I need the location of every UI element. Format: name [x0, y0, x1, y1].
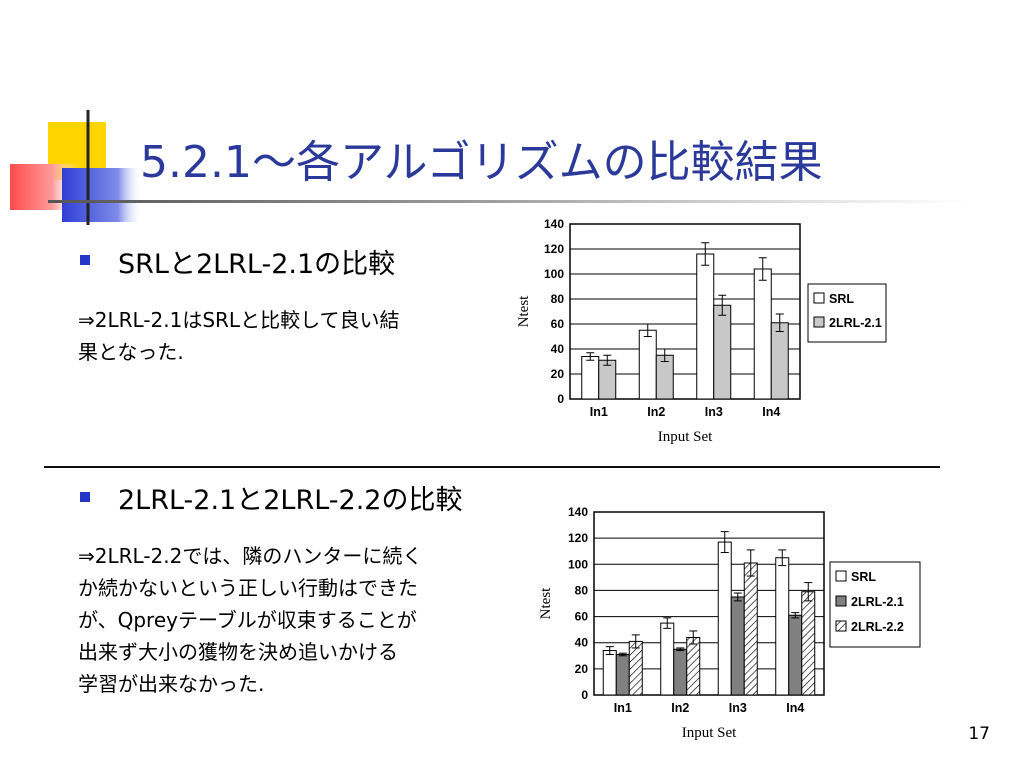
- bar: [788, 614, 803, 696]
- legend-label: SRL: [829, 292, 854, 306]
- section2-body-line: 学習が出来なかった.: [78, 672, 265, 696]
- y-axis-label: Ntest: [538, 587, 554, 619]
- bullet-icon: [80, 492, 90, 502]
- legend-label: SRL: [851, 570, 876, 584]
- y-tick-label: 140: [568, 505, 588, 519]
- y-tick-label: 40: [575, 636, 589, 650]
- plot-frame: [593, 511, 825, 696]
- x-tick-label: In4: [762, 405, 780, 419]
- x-tick-label: In3: [705, 405, 723, 419]
- bar: [696, 253, 715, 400]
- legend-label: 2LRL-2.2: [851, 620, 904, 634]
- section2-body-line: か続かないという正しい行動はできた: [78, 576, 418, 600]
- section1-body: ⇒2LRL-2.1はSRLと比較して良い結 果となった.: [78, 304, 399, 368]
- bar: [673, 648, 688, 696]
- section2-body-line: が、Qpreyテーブルが収束することが: [78, 608, 417, 632]
- legend-swatch: [813, 316, 825, 328]
- section2-body: ⇒2LRL-2.2では、隣のハンターに続く か続かないという正しい行動はできた …: [78, 540, 422, 700]
- legend-label: 2LRL-2.1: [851, 595, 904, 609]
- legend-swatch: [835, 620, 847, 632]
- x-tick-label: In3: [729, 701, 747, 715]
- bar: [743, 562, 758, 696]
- x-axis-label: Input Set: [682, 725, 737, 741]
- x-tick-label: In1: [590, 405, 608, 419]
- bar: [638, 329, 657, 400]
- bar: [717, 541, 732, 696]
- title-underline: [48, 200, 968, 203]
- y-tick-label: 60: [575, 610, 589, 624]
- slide-title: 5.2.1～各アルゴリズムの比較結果: [140, 137, 823, 188]
- bar: [598, 359, 617, 400]
- section-divider: [44, 466, 940, 468]
- y-tick-label: 0: [581, 688, 588, 702]
- y-tick-label: 80: [551, 292, 565, 306]
- y-tick-label: 100: [568, 557, 588, 571]
- y-tick-label: 60: [551, 317, 565, 331]
- x-tick-label: In4: [786, 701, 804, 715]
- page-number: 17: [968, 724, 990, 744]
- y-tick-label: 120: [568, 531, 588, 545]
- y-tick-label: 40: [551, 342, 565, 356]
- y-tick-label: 100: [544, 267, 564, 281]
- plot-frame: [569, 223, 801, 400]
- legend-swatch: [813, 292, 825, 304]
- y-tick-label: 120: [544, 242, 564, 256]
- legend-swatch: [835, 595, 847, 607]
- y-tick-label: 0: [557, 392, 564, 406]
- x-tick-label: In1: [614, 701, 632, 715]
- bar: [628, 640, 643, 696]
- section2-heading: 2LRL-2.1と2LRL-2.2の比較: [118, 485, 463, 516]
- legend-label: 2LRL-2.1: [829, 316, 882, 330]
- y-tick-label: 20: [551, 367, 565, 381]
- x-tick-label: In2: [671, 701, 689, 715]
- x-axis-label: Input Set: [658, 429, 713, 445]
- bar: [730, 596, 745, 696]
- x-tick-label: In2: [647, 405, 665, 419]
- bar: [602, 650, 617, 696]
- y-tick-label: 140: [544, 217, 564, 231]
- bar: [686, 636, 701, 696]
- section1-heading: SRLと2LRL-2.1の比較: [118, 249, 396, 280]
- y-tick-label: 80: [575, 583, 589, 597]
- section2-body-line: ⇒2LRL-2.2では、隣のハンターに続く: [78, 544, 423, 568]
- chart-2lrl21-vs-2lrl22: 0 20 40 60 80 100 120 140 In1 In2 In3 In4 Input Set N…: [538, 505, 921, 741]
- y-tick-label: 20: [575, 662, 589, 676]
- bar: [615, 653, 630, 696]
- bullet-icon: [80, 255, 90, 265]
- bar: [713, 304, 732, 400]
- legend-swatch: [835, 570, 847, 582]
- y-axis-label: Ntest: [516, 295, 532, 327]
- bar: [775, 557, 790, 696]
- bar: [801, 591, 816, 696]
- section2-body-line: 出来ず大小の獲物を決め追いかける: [78, 640, 398, 664]
- bar: [581, 356, 600, 400]
- chart-srl-vs-2lrl21: 0 20 40 60 80 100 120 140 In1 In2 In3 In4 Input Set N…: [516, 217, 887, 445]
- bar: [660, 622, 675, 696]
- legend-box: [807, 283, 887, 343]
- decorative-logo: [10, 110, 142, 225]
- section1-body-line: 果となった.: [78, 340, 184, 364]
- bar: [753, 268, 772, 400]
- section1-body-line: ⇒2LRL-2.1はSRLと比較して良い結: [78, 308, 400, 332]
- bar: [770, 322, 789, 400]
